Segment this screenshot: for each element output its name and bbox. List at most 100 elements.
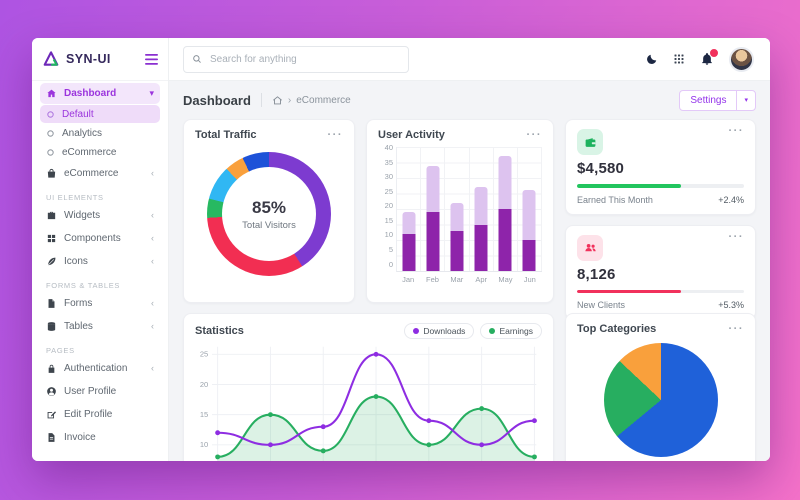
home-icon: [46, 88, 57, 99]
chevron-left-icon: ‹: [151, 233, 154, 243]
svg-text:25: 25: [200, 350, 208, 359]
bar-may: [494, 147, 518, 271]
menu-toggle-icon[interactable]: [145, 53, 158, 65]
traffic-donut-chart: 85% Total Visitors: [207, 152, 331, 276]
bag-icon: [46, 168, 57, 179]
brand: SYN-UI: [32, 38, 168, 81]
chevron-left-icon: ‹: [151, 256, 154, 266]
sidebar-item-icons[interactable]: Icons ‹: [40, 251, 160, 272]
sidebar-item-default[interactable]: Default: [40, 105, 160, 123]
card-menu-icon[interactable]: [328, 133, 344, 137]
sidebar-item-dashboard[interactable]: Dashboard ▾: [40, 83, 160, 104]
earned-value: $4,580: [577, 160, 625, 177]
sidebar-item-edit-profile[interactable]: Edit Profile: [40, 404, 160, 425]
top-categories-card: Top Categories: [565, 313, 756, 461]
chevron-left-icon: ‹: [151, 363, 154, 373]
sidebar-item-authentication[interactable]: Authentication ‹: [40, 358, 160, 379]
sidebar-section-label: FORMS & TABLES: [46, 281, 121, 290]
bar-x-axis: Jan Feb Mar Apr May Jun: [402, 275, 536, 284]
sidebar-section-label: UI ELEMENTS: [46, 193, 104, 202]
search-input[interactable]: [208, 52, 400, 66]
topbar: [169, 38, 770, 81]
sidebar-item-forms[interactable]: Forms ‹: [40, 293, 160, 314]
card-title: Top Categories: [577, 323, 657, 335]
users-icon: [577, 234, 603, 261]
stat-stack: $4,580 Earned This Month +2.4%: [565, 119, 756, 320]
card-menu-icon[interactable]: [729, 327, 745, 331]
bar-y-axis: 40 35 30 25 20 15 10 5 0: [384, 143, 393, 269]
bar-jun: [518, 147, 543, 271]
breadcrumb: Dashboard › eCommerce Settings ▾: [183, 87, 756, 113]
chart-legend: Downloads Earnings: [404, 323, 542, 339]
search-box[interactable]: [183, 45, 409, 73]
sidebar-item-user-profile[interactable]: User Profile: [40, 381, 160, 402]
earned-progress: [577, 184, 744, 188]
earned-card: $4,580 Earned This Month +2.4%: [565, 119, 756, 215]
sidebar-item-ecommerce[interactable]: eCommerce ‹: [40, 163, 160, 184]
chevron-left-icon: ‹: [151, 168, 154, 178]
activity-bar-chart: [396, 147, 543, 272]
main-area: Dashboard › eCommerce Settings ▾: [169, 38, 770, 461]
svg-text:20: 20: [200, 380, 208, 389]
bar-feb: [421, 147, 446, 271]
page-title: Dashboard: [183, 92, 251, 108]
apps-grid-icon[interactable]: [673, 53, 685, 65]
legend-downloads[interactable]: Downloads: [404, 323, 475, 339]
invoice-icon: [46, 432, 57, 443]
earned-delta: +2.4%: [718, 194, 744, 205]
notification-badge: [709, 48, 719, 58]
brand-logo-icon: [42, 50, 60, 68]
user-avatar[interactable]: [729, 46, 754, 72]
clients-label: New Clients: [577, 300, 626, 310]
sidebar-item-analytics[interactable]: Analytics: [40, 124, 160, 142]
clients-delta: +5.3%: [718, 300, 744, 310]
sidebar-item-tables[interactable]: Tables ‹: [40, 316, 160, 337]
chevron-left-icon: ‹: [151, 321, 154, 331]
app-window: SYN-UI Dashboard ▾ Default Analytics eCommer…: [32, 38, 770, 461]
brand-name: SYN-UI: [66, 52, 111, 66]
clients-progress: [577, 289, 744, 293]
home-icon[interactable]: [272, 95, 283, 106]
clients-value: 8,126: [577, 265, 616, 283]
notifications-bell-icon[interactable]: [700, 48, 719, 66]
feather-icon: [46, 256, 57, 267]
total-traffic-card: Total Traffic 85% Total Visitors: [183, 119, 355, 303]
card-menu-icon[interactable]: [527, 133, 543, 137]
components-icon: [46, 233, 57, 244]
breadcrumb-item: eCommerce: [296, 94, 351, 106]
earned-label: Earned This Month: [577, 194, 653, 205]
settings-caret-icon[interactable]: ▾: [736, 90, 755, 110]
user-icon: [46, 386, 57, 397]
dark-mode-moon-icon[interactable]: [645, 53, 658, 66]
dot-circle-icon: [46, 129, 55, 138]
svg-text:15: 15: [200, 410, 208, 419]
donut-center-label: Total Visitors: [242, 219, 296, 231]
content: Dashboard › eCommerce Settings ▾: [169, 81, 770, 461]
sidebar: SYN-UI Dashboard ▾ Default Analytics eCommer…: [32, 38, 169, 461]
sidebar-section-label: PAGES: [46, 346, 75, 355]
donut-center-value: 85%: [251, 197, 287, 217]
sidebar-item-components[interactable]: Components ‹: [40, 228, 160, 249]
svg-text:10: 10: [200, 440, 208, 449]
card-menu-icon[interactable]: [729, 235, 745, 239]
earnings-dot-icon: [489, 328, 496, 334]
card-title: Statistics: [195, 325, 244, 337]
statistics-card: Statistics Downloads Earnings: [183, 313, 554, 461]
sidebar-item-ecommerce[interactable]: eCommerce: [40, 143, 160, 161]
card-menu-icon[interactable]: [729, 129, 745, 133]
settings-button[interactable]: Settings ▾: [679, 89, 756, 111]
dot-circle-icon: [46, 148, 55, 157]
table-icon: [46, 321, 57, 332]
categories-pie-chart: [603, 343, 718, 457]
sidebar-item-invoice[interactable]: Invoice: [40, 427, 160, 448]
bar-mar: [445, 147, 470, 271]
wallet-icon: [577, 129, 603, 155]
chevron-right-icon: ›: [287, 94, 292, 106]
legend-earnings[interactable]: Earnings: [480, 323, 542, 339]
sidebar-item-widgets[interactable]: Widgets ‹: [40, 205, 160, 226]
bar-jan: [397, 147, 422, 271]
edit-icon: [46, 409, 57, 420]
search-icon: [192, 54, 202, 64]
